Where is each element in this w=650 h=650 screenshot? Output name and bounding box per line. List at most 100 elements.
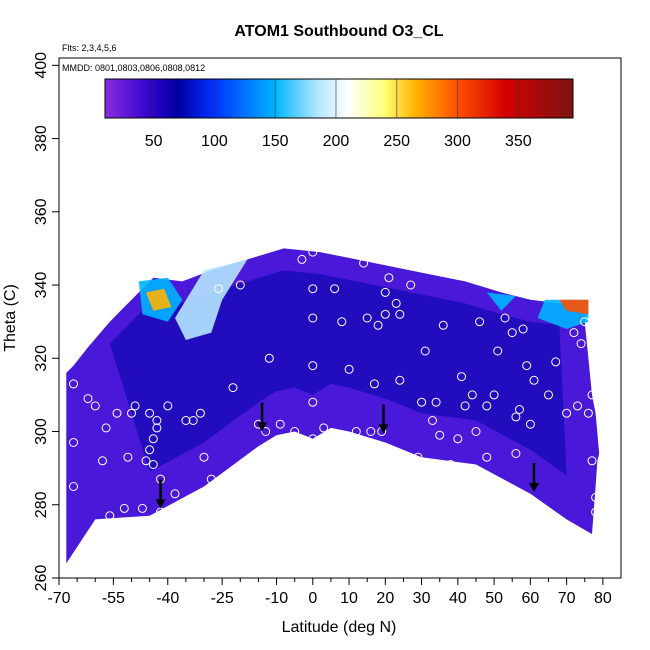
colorbar-tick-label: 50 (145, 133, 163, 150)
observation-point (152, 423, 162, 433)
observation-point (435, 430, 445, 440)
y-tick-label: 340 (33, 272, 50, 299)
heatmap-hotspot (175, 259, 248, 340)
observation-point (112, 408, 122, 418)
observation-point (366, 427, 376, 436)
x-tick-label: 70 (558, 590, 576, 607)
observation-point (123, 452, 133, 462)
x-tick-label: -70 (47, 590, 70, 607)
x-tick-label: 80 (594, 590, 612, 607)
observation-points (69, 247, 601, 561)
observation-point (130, 401, 140, 411)
colorbar-tick-label: 150 (262, 133, 289, 150)
x-tick-label: 60 (521, 590, 539, 607)
observation-point (119, 503, 129, 513)
observation-point (475, 317, 485, 327)
observation-point (518, 324, 528, 334)
observation-point (493, 346, 503, 356)
y-tick-label: 400 (33, 52, 50, 79)
observation-point (391, 298, 401, 308)
observation-point (580, 317, 590, 327)
observation-point (264, 353, 274, 363)
observation-point (330, 284, 340, 294)
observation-point (395, 375, 405, 385)
observation-point (308, 397, 318, 407)
observation-point (148, 460, 158, 469)
observation-point (587, 456, 597, 466)
observation-point (525, 419, 535, 429)
observation-point (471, 427, 481, 436)
observation-point (297, 254, 307, 264)
observation-point (141, 456, 151, 466)
observation-point (214, 284, 223, 294)
observation-point (101, 423, 111, 433)
x-axis-label: Latitude (deg N) (282, 619, 397, 636)
observation-point (482, 452, 492, 462)
observation-point (148, 434, 158, 444)
observation-point (384, 273, 394, 283)
observation-point (90, 401, 100, 411)
observation-point (438, 320, 448, 330)
observation-point (163, 401, 173, 411)
observation-point (482, 401, 492, 411)
observation-point (420, 346, 430, 356)
heatmap-hotspot (486, 292, 516, 311)
colorbar-tick-label: 250 (383, 133, 410, 150)
colorbar-tick-label: 100 (201, 133, 228, 150)
observation-point (457, 372, 466, 382)
x-tick-label: -10 (265, 590, 288, 607)
observation-point (228, 383, 238, 393)
observation-point (137, 503, 147, 513)
observation-point (362, 313, 372, 323)
observation-point (344, 364, 354, 374)
observation-point (170, 489, 180, 499)
observation-point (573, 401, 582, 411)
observation-point (373, 320, 383, 330)
observation-point (235, 280, 245, 290)
y-tick-label: 300 (33, 418, 50, 445)
dive-arrow (378, 404, 389, 434)
observation-point (380, 287, 390, 297)
observation-point (188, 416, 198, 425)
observation-point (69, 482, 78, 491)
observation-point (446, 460, 456, 469)
observation-point (380, 309, 390, 319)
observation-point (413, 452, 423, 462)
observation-point (460, 401, 470, 411)
observation-point (569, 328, 579, 338)
y-axis: 260 280 300 320 340 360 380 400 (33, 52, 59, 591)
x-axis: -70 -55 -40 -25 -10 0 10 20 30 40 50 60 70 80 (47, 577, 621, 607)
observation-point (181, 416, 191, 425)
y-tick-label: 320 (33, 345, 50, 372)
observation-point (369, 379, 379, 389)
observation-point (511, 412, 521, 422)
y-tick-label: 260 (33, 565, 50, 592)
y-axis-label: Theta (C) (2, 284, 19, 352)
heatmap-dark-band (109, 270, 567, 476)
observation-point (511, 449, 521, 458)
observation-point (453, 434, 463, 444)
observation-point (152, 416, 162, 425)
y-tick-label: 380 (33, 125, 50, 152)
observation-point (351, 427, 361, 436)
observation-point (406, 280, 416, 290)
colorbar-tick-label: 200 (323, 133, 350, 150)
heatmap-hotspot (559, 299, 589, 315)
observation-point (551, 357, 561, 367)
observation-point (290, 427, 300, 436)
observation-point (308, 361, 318, 371)
x-tick-label: 50 (485, 590, 503, 607)
heatmap-area (66, 247, 601, 564)
observation-point (308, 284, 318, 294)
observation-point (544, 390, 553, 400)
observation-point (529, 375, 539, 385)
observation-point (308, 434, 318, 444)
observation-point (500, 313, 510, 323)
dive-arrows (155, 402, 539, 509)
observation-point (507, 328, 517, 338)
observation-point (308, 313, 318, 323)
x-tick-label: -40 (156, 590, 179, 607)
hot-spots (138, 259, 589, 340)
colorbar-tick-label: 350 (505, 133, 532, 150)
